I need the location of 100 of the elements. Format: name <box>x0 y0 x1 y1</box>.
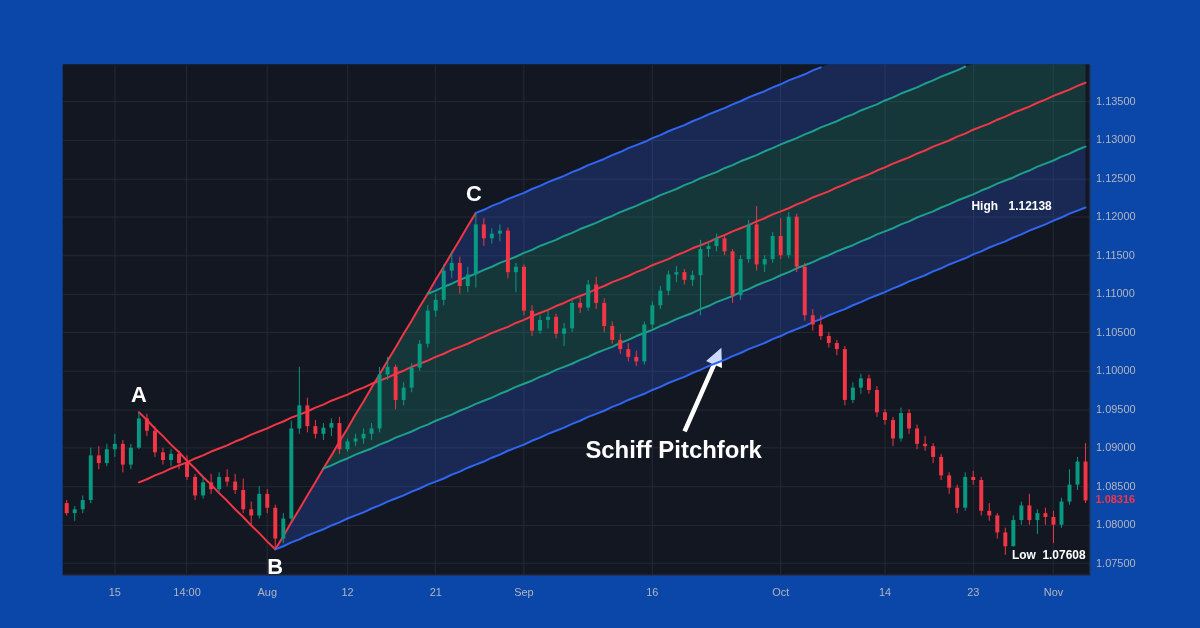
candlestick <box>281 512 286 544</box>
candlestick <box>265 488 270 514</box>
candlestick <box>409 362 414 393</box>
text: 1.08316 <box>1095 493 1136 506</box>
annotation: 1.07608 <box>1042 547 1086 562</box>
y-tick-label: 1.13000 <box>1096 133 1136 146</box>
candlestick <box>939 453 944 481</box>
y-tick-label: 1.10000 <box>1096 364 1136 377</box>
candlestick <box>1027 493 1032 526</box>
y-tick-label: 1.10500 <box>1096 325 1136 338</box>
candlestick <box>562 322 567 347</box>
candlestick <box>866 374 871 395</box>
candlestick <box>193 473 198 501</box>
candlestick <box>778 217 783 260</box>
y-tick-label: 1.11500 <box>1096 248 1135 261</box>
candlestick <box>313 419 318 439</box>
candlestick <box>858 373 863 395</box>
candlestick <box>770 231 775 264</box>
candlestick <box>722 234 727 256</box>
x-tick-label: 21 <box>429 586 442 599</box>
candlestick <box>465 266 470 293</box>
candlestick <box>1075 456 1080 491</box>
annotation: High <box>971 199 999 214</box>
candlestick <box>666 270 671 296</box>
y-tick-label: 1.11000 <box>1096 287 1135 300</box>
candlestick <box>225 468 230 487</box>
candlestick <box>947 471 952 495</box>
x-tick-label: Oct <box>772 586 790 599</box>
candlestick <box>1003 527 1008 556</box>
y-tick-label: 1.12000 <box>1096 210 1136 223</box>
candlestick <box>217 471 222 493</box>
candlestick <box>818 314 823 341</box>
candlestick <box>297 366 302 435</box>
candlestick <box>104 443 109 467</box>
candlestick <box>305 397 310 433</box>
x-tick-label: 12 <box>341 586 354 599</box>
candlestick <box>1059 497 1064 529</box>
annotation: Schiff Pitchfork <box>585 436 763 464</box>
line-series <box>322 145 1087 470</box>
x-tick-label: 23 <box>967 586 980 599</box>
candlestick <box>457 256 462 295</box>
candlestick <box>385 356 390 381</box>
candlestick <box>169 448 173 467</box>
candlestick <box>209 473 214 495</box>
candlestick <box>481 217 486 247</box>
candlestick <box>144 413 149 437</box>
candlestick <box>907 408 912 435</box>
candlestick <box>891 416 895 447</box>
candlestick <box>578 297 583 314</box>
x-tick-label: 14 <box>878 586 892 599</box>
candlestick <box>810 308 815 332</box>
candlestick <box>433 293 438 318</box>
candlestick <box>586 279 591 312</box>
candlestick <box>185 454 190 481</box>
candlestick <box>610 320 615 345</box>
candlestick <box>658 285 663 310</box>
annotation: Low <box>1011 547 1037 562</box>
candlestick <box>128 443 133 470</box>
y-tick-label: 1.09500 <box>1096 402 1136 415</box>
candlestick <box>955 484 960 514</box>
y-tick-label: 1.07500 <box>1096 556 1136 569</box>
y-tick-label: 1.08500 <box>1096 479 1136 492</box>
candlestick <box>618 333 623 355</box>
candlestick <box>112 433 117 458</box>
candlestick <box>249 501 254 526</box>
candlestick <box>931 442 936 464</box>
annotation: C <box>465 180 482 206</box>
candlestick <box>1019 501 1024 526</box>
candlestick <box>995 512 1000 540</box>
candlestick <box>257 485 262 520</box>
candlestick <box>177 450 181 470</box>
candlestick <box>401 381 406 406</box>
candlestick <box>650 300 655 329</box>
annotation: 1.12138 <box>1008 199 1053 214</box>
x-tick-label: Sep <box>514 586 534 599</box>
candlestick <box>449 250 454 279</box>
y-tick-label: 1.08000 <box>1096 518 1136 531</box>
annotation: B <box>267 554 284 580</box>
x-tick-label: 14:00 <box>173 586 201 599</box>
candlestick <box>513 262 518 293</box>
candlestick <box>530 304 534 337</box>
candlestick <box>850 381 855 404</box>
candlestick <box>160 447 165 466</box>
candlestick <box>1035 508 1040 535</box>
candlestick <box>417 339 422 372</box>
candlestick <box>594 276 599 310</box>
x-tick-label: 16 <box>646 586 659 599</box>
x-tick-label: Aug <box>257 586 277 599</box>
candlestick <box>1051 510 1056 544</box>
candlestick <box>554 313 559 339</box>
y-tick-label: 1.13500 <box>1096 94 1136 107</box>
candlestick <box>874 385 879 418</box>
candlestick <box>602 297 607 333</box>
candlestick <box>497 223 502 242</box>
candlestick <box>96 445 101 470</box>
candlestick <box>152 425 157 458</box>
candlestick <box>626 342 631 362</box>
candlestick <box>233 473 238 495</box>
candlestick <box>538 314 543 335</box>
annotation: A <box>130 382 147 408</box>
